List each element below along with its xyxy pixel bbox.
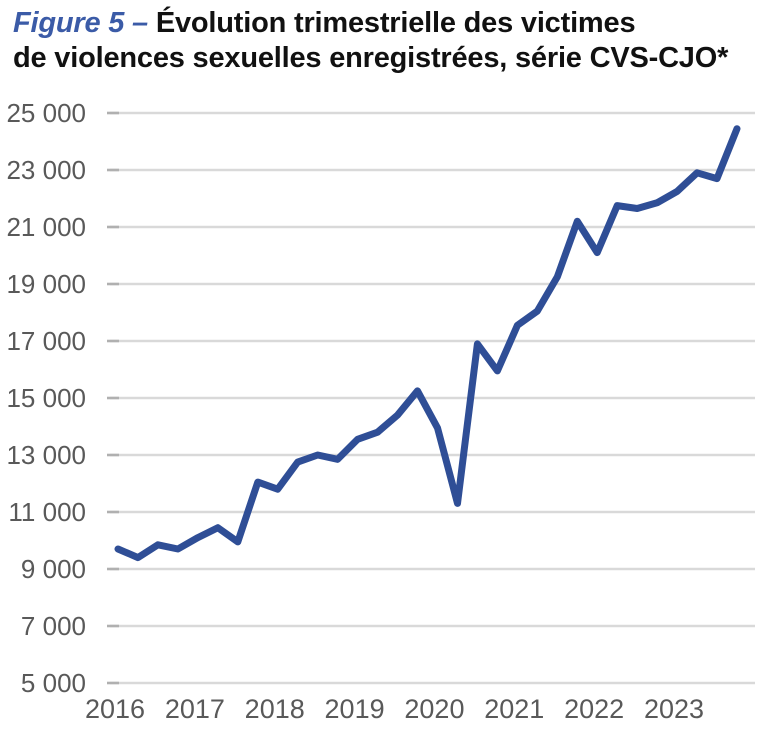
figure-title-line1: Figure 5 – Évolution trimestrielle des v… <box>13 6 758 41</box>
y-axis-labels: 25 000 23 000 21 000 19 000 17 000 15 000 13 0… <box>6 98 86 698</box>
y-axis-label: 17 000 <box>6 326 86 356</box>
x-axis-label: 2021 <box>484 694 544 724</box>
figure-number-label: Figure 5 – <box>13 7 156 39</box>
figure-title-text-1: Évolution trimestrielle des victimes <box>155 7 636 39</box>
x-axis-label: 2020 <box>404 694 464 724</box>
figure-title-line2: de violences sexuelles enregistrées, sér… <box>13 41 758 76</box>
y-axis-label: 5 000 <box>21 668 86 698</box>
data-line-series <box>114 125 741 562</box>
y-axis-label: 9 000 <box>21 554 86 584</box>
x-axis-label: 2017 <box>165 694 225 724</box>
figure-title: Figure 5 – Évolution trimestrielle des v… <box>13 6 758 76</box>
x-axis-label: 2018 <box>245 694 305 724</box>
figure-title-text-2: de violences sexuelles enregistrées, sér… <box>13 42 729 74</box>
x-axis-labels: 2016 2017 2018 2019 2020 2021 2022 2023 <box>85 694 704 724</box>
y-axis-label: 15 000 <box>6 383 86 413</box>
y-axis-label: 7 000 <box>21 611 86 641</box>
y-axis-label: 11 000 <box>8 497 86 527</box>
y-axis-label: 19 000 <box>6 269 86 299</box>
y-axis-ticks <box>107 111 119 685</box>
x-axis-label: 2023 <box>644 694 704 724</box>
gridlines <box>110 111 755 685</box>
x-axis-label: 2019 <box>325 694 385 724</box>
y-axis-label: 13 000 <box>6 440 86 470</box>
x-axis-label: 2016 <box>85 694 145 724</box>
y-axis-label: 23 000 <box>6 155 86 185</box>
y-axis-label: 25 000 <box>6 98 86 128</box>
x-axis-label: 2022 <box>564 694 624 724</box>
y-axis-label: 21 000 <box>6 212 86 242</box>
